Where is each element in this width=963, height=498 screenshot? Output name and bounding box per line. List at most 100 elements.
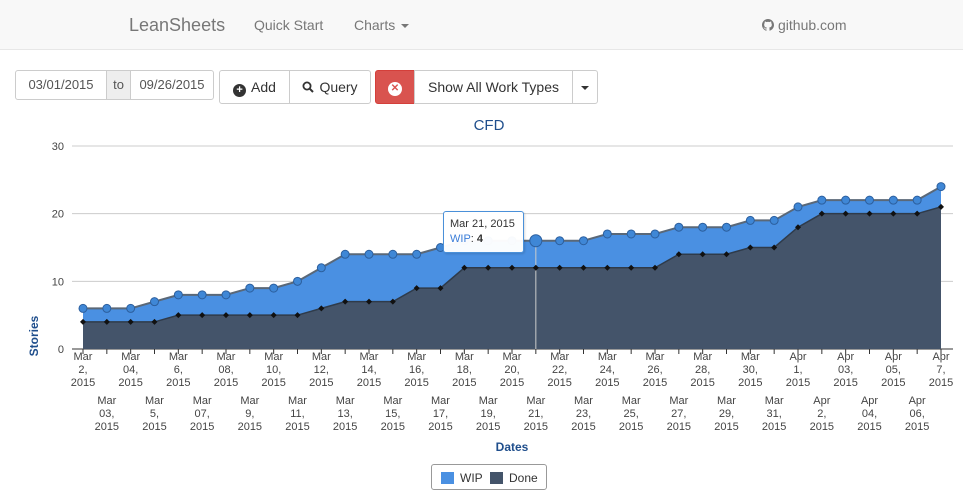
github-icon	[762, 19, 774, 31]
x-tick-label: 2015	[500, 377, 524, 389]
x-tick-label: Mar	[74, 351, 93, 363]
wip-point	[269, 283, 279, 293]
wip-point	[698, 222, 708, 232]
work-types-dropdown-toggle[interactable]	[572, 70, 598, 104]
done-point	[580, 264, 587, 271]
done-point	[294, 312, 301, 319]
search-icon	[302, 81, 315, 93]
done-point	[556, 264, 563, 271]
x-tick-label: 2015	[428, 421, 452, 433]
query-button[interactable]: Query	[289, 70, 371, 104]
x-tick-label: 03,	[838, 364, 853, 376]
x-tick-label: 2015	[118, 377, 142, 389]
x-tick-label: 2015	[714, 421, 738, 433]
x-tick-label: 2,	[78, 364, 87, 376]
x-tick-label: 19,	[481, 408, 496, 420]
x-tick-label: 2015	[309, 377, 333, 389]
x-tick-label: 23,	[576, 408, 591, 420]
wip-point	[865, 195, 874, 205]
x-tick-label: 2015	[929, 377, 953, 389]
done-point	[723, 251, 730, 258]
x-tick-label: 2015	[595, 377, 619, 389]
github-label: github.com	[778, 17, 847, 33]
wip-point	[150, 297, 159, 307]
wip-point	[912, 195, 922, 205]
x-tick-label: 5,	[150, 408, 159, 420]
wip-point	[674, 222, 684, 232]
wip-point	[555, 236, 565, 246]
wip-point	[841, 195, 851, 205]
nav-quick-start[interactable]: Quick Start	[254, 17, 324, 33]
x-tick-label: 1,	[793, 364, 802, 376]
done-point	[795, 224, 801, 231]
brand-link[interactable]: LeanSheets	[129, 15, 226, 35]
x-tick-label: 2015	[71, 377, 95, 389]
done-point	[509, 264, 515, 271]
x-tick-label: 16,	[409, 364, 424, 376]
x-tick-label: Apr	[837, 351, 854, 363]
done-point	[842, 210, 849, 217]
done-point	[437, 285, 444, 292]
wip-point	[293, 276, 302, 286]
done-point	[890, 210, 897, 217]
done-point	[485, 264, 492, 271]
tooltip-value: 4	[476, 233, 484, 245]
x-tick-label: 2015	[476, 421, 500, 433]
x-tick-label: 2015	[261, 377, 285, 389]
x-tick-label: Apr	[932, 351, 949, 363]
done-point	[675, 251, 682, 258]
x-tick-label: Mar	[669, 395, 688, 407]
wip-point	[817, 195, 827, 205]
nav-charts-dropdown[interactable]: Charts	[354, 17, 410, 33]
date-to-input[interactable]: 09/26/2015	[130, 70, 214, 100]
done-point	[532, 264, 539, 271]
add-button[interactable]: + Add	[219, 70, 290, 104]
x-tick-label: Apr	[909, 395, 926, 407]
x-tick-label: 2015	[786, 377, 810, 389]
wip-point	[197, 290, 207, 300]
x-tick-label: 2015	[881, 377, 905, 389]
chart-title: CFD	[474, 117, 505, 134]
date-from-input[interactable]: 03/01/2015	[15, 70, 107, 100]
done-point	[151, 318, 158, 325]
x-tick-label: Mar	[479, 395, 498, 407]
x-tick-label: 12,	[314, 364, 329, 376]
x-tick-label: Mar	[312, 351, 331, 363]
x-tick-label: Mar	[240, 395, 259, 407]
x-tick-label: Mar	[693, 351, 712, 363]
done-point	[747, 244, 754, 251]
done-point	[866, 210, 873, 217]
done-point	[938, 203, 944, 210]
wip-point	[936, 182, 946, 192]
done-point	[628, 264, 635, 271]
clear-work-types-button[interactable]: ✕	[375, 70, 415, 104]
x-tick-label: Mar	[193, 395, 212, 407]
x-tick-label: Mar	[431, 395, 450, 407]
cfd-chart: CFD Stories Dates 0 10 20 30 Mar 2, 2015 Mar 04…	[0, 110, 963, 493]
wip-point	[340, 249, 350, 259]
x-tick-label: Apr	[813, 395, 830, 407]
x-tick-label: 2015	[166, 377, 190, 389]
wip-point	[745, 215, 755, 225]
legend-wip-label[interactable]: WIP	[460, 471, 483, 485]
x-tick-label: 06,	[910, 408, 925, 420]
legend-done-label[interactable]: Done	[509, 471, 538, 485]
x-tick-label: Mar	[217, 351, 236, 363]
x-tick-label: 2015	[333, 421, 357, 433]
done-point	[246, 312, 253, 319]
x-tick-label: 2015	[524, 421, 548, 433]
x-tick-label: 28,	[695, 364, 710, 376]
done-point	[461, 264, 468, 271]
tooltip-date: Mar 21, 2015	[450, 218, 515, 230]
wip-point	[529, 234, 543, 248]
wip-point	[412, 249, 422, 259]
done-point	[80, 318, 86, 325]
nav-github-link[interactable]: github.com	[762, 17, 846, 33]
work-types-button[interactable]: Show All Work Types	[414, 70, 573, 104]
add-button-label: Add	[251, 79, 276, 95]
y-tick-label: 30	[52, 141, 64, 153]
x-tick-label: 2,	[817, 408, 826, 420]
wip-point	[173, 290, 183, 300]
x-tick-label: 2015	[643, 377, 667, 389]
